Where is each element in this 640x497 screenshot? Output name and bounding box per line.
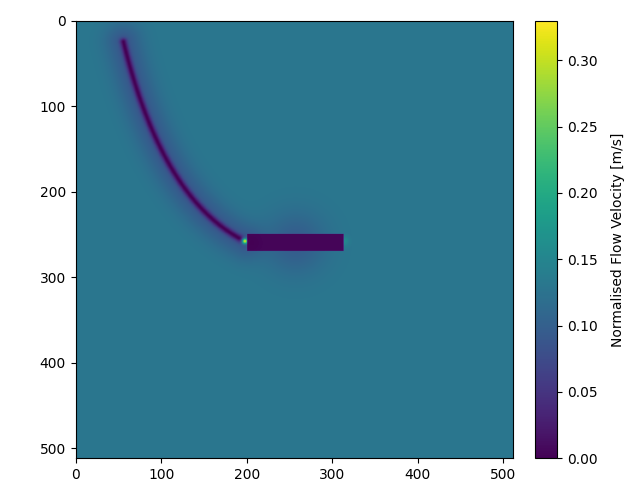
Y-axis label: Normalised Flow Velocity [m/s]: Normalised Flow Velocity [m/s] (611, 132, 625, 346)
